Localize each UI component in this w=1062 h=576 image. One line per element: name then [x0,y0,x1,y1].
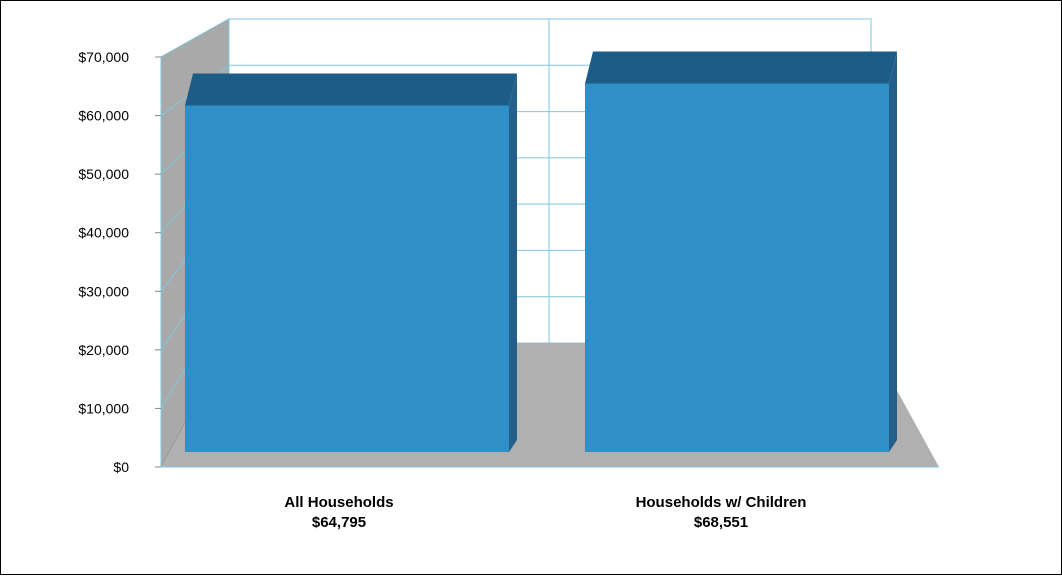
bar-front [585,83,889,452]
category-value-label: $68,551 [694,514,748,531]
bar-top [185,73,517,106]
y-tick-label: $70,000 [78,49,129,65]
gridline-side [160,18,230,58]
category-label: Households w/ Children [636,494,807,511]
bar-side [509,73,517,453]
bar-front [185,105,509,453]
y-tick-label: $0 [113,459,129,475]
y-tick-label: $30,000 [78,283,129,299]
y-tick-label: $10,000 [78,400,129,416]
bars [185,51,897,453]
bar-top [585,51,897,84]
category-value-label: $64,795 [312,514,366,531]
bar [185,73,517,453]
bar [585,51,897,452]
y-tick-label: $20,000 [78,342,129,358]
y-tick-label: $40,000 [78,225,129,241]
x-axis: All Households $64,795 Households w/ Child… [284,494,806,531]
category-label: All Households [284,494,393,511]
y-tick-label: $60,000 [78,108,129,124]
y-tick-label: $50,000 [78,166,129,182]
y-axis: $0 $10,000 $20,000 $30,000 $40,000 $50,000 $60… [78,49,161,475]
bar-side [889,51,897,452]
